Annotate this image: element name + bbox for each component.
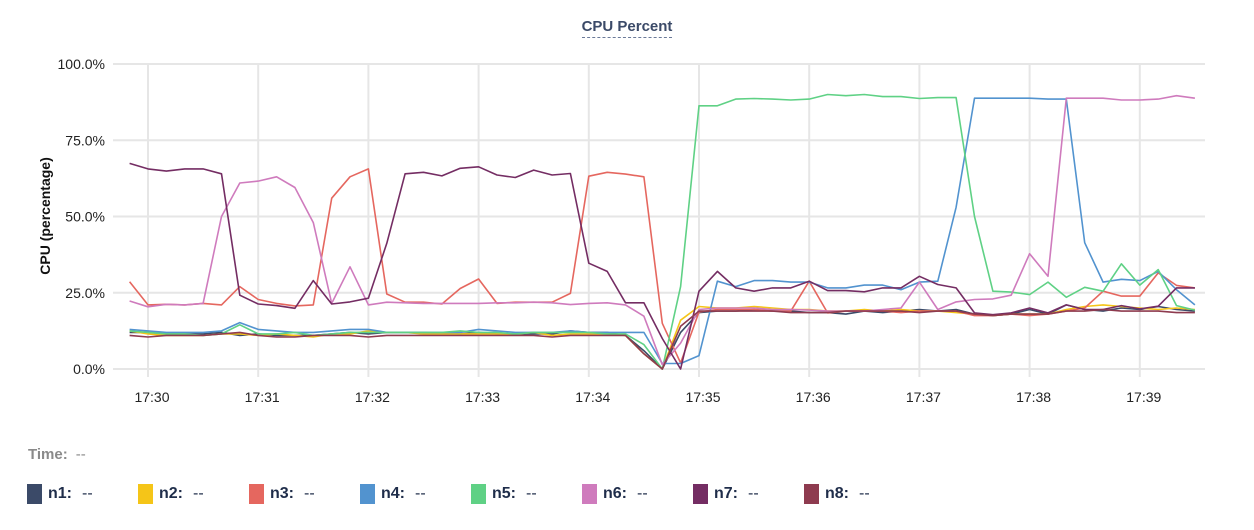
legend-swatch — [138, 484, 153, 504]
legend-swatch — [582, 484, 597, 504]
legend-value: -- — [82, 485, 93, 502]
x-tick-label: 17:34 — [575, 389, 610, 405]
legend-value: -- — [748, 485, 759, 502]
x-tick-label: 17:31 — [245, 389, 280, 405]
x-tick-label: 17:37 — [906, 389, 941, 405]
y-tick-label: 50.0% — [65, 209, 105, 225]
legend-item-n1[interactable]: n1: -- — [27, 484, 93, 504]
grid — [113, 63, 1205, 377]
legend-swatch — [27, 484, 42, 504]
hover-time-readout: Time: -- — [28, 446, 86, 463]
legend-item-n6[interactable]: n6: -- — [582, 484, 648, 504]
legend-swatch — [693, 484, 708, 504]
legend-value: -- — [637, 485, 648, 502]
legend-value: -- — [859, 485, 870, 502]
y-tick-label: 100.0% — [58, 56, 105, 72]
legend-value: -- — [526, 485, 537, 502]
legend-label: n6: — [603, 485, 627, 502]
legend-item-n5[interactable]: n5: -- — [471, 484, 537, 504]
y-tick-label: 0.0% — [73, 361, 105, 377]
legend-label: n3: — [270, 485, 294, 502]
x-tick-label: 17:32 — [355, 389, 390, 405]
legend-item-n3[interactable]: n3: -- — [249, 484, 315, 504]
series-line-n3[interactable] — [128, 168, 1196, 364]
legend-swatch — [360, 484, 375, 504]
legend-label: n1: — [48, 485, 72, 502]
legend-swatch — [804, 484, 819, 504]
y-axis-ticks: 0.0% 25.0% 50.0% 75.0% 100.0% — [58, 56, 105, 377]
legend-swatch — [249, 484, 264, 504]
legend-item-n8[interactable]: n8: -- — [804, 484, 870, 504]
x-axis-ticks: 17:30 17:31 17:32 17:33 17:34 17:35 17:36 17:37… — [134, 389, 1161, 405]
time-label: Time: — [28, 446, 68, 463]
legend-value: -- — [304, 485, 315, 502]
legend-label: n4: — [381, 485, 405, 502]
legend-label: n2: — [159, 485, 183, 502]
y-axis-label: CPU (percentage) — [37, 157, 53, 274]
x-tick-label: 17:39 — [1126, 389, 1161, 405]
legend-item-n4[interactable]: n4: -- — [360, 484, 426, 504]
legend-label: n5: — [492, 485, 516, 502]
legend-label: n7: — [714, 485, 738, 502]
series-line-n8[interactable] — [129, 308, 1195, 370]
series-lines — [128, 93, 1196, 370]
legend-label: n8: — [825, 485, 849, 502]
legend-value: -- — [415, 485, 426, 502]
series-line-n6[interactable] — [129, 94, 1196, 366]
x-tick-label: 17:33 — [465, 389, 500, 405]
chart-title-wrap: CPU Percent — [0, 18, 1254, 38]
legend-item-n2[interactable]: n2: -- — [138, 484, 204, 504]
time-value: -- — [75, 446, 86, 463]
x-tick-label: 17:38 — [1016, 389, 1051, 405]
y-tick-label: 25.0% — [65, 285, 105, 301]
x-tick-label: 17:36 — [796, 389, 831, 405]
legend-swatch — [471, 484, 486, 504]
legend-item-n7[interactable]: n7: -- — [693, 484, 759, 504]
chart-title[interactable]: CPU Percent — [581, 18, 673, 38]
cpu-percent-chart[interactable]: 0.0%25.0%50.0%75.0%100.0% 17:30 17:31 17:3… — [0, 0, 1254, 430]
series-line-n5[interactable] — [129, 93, 1196, 370]
x-tick-label: 17:30 — [134, 389, 169, 405]
y-tick-label: 75.0% — [65, 132, 105, 148]
series-line-n7[interactable] — [129, 162, 1195, 370]
x-tick-label: 17:35 — [685, 389, 720, 405]
legend-value: -- — [193, 485, 204, 502]
